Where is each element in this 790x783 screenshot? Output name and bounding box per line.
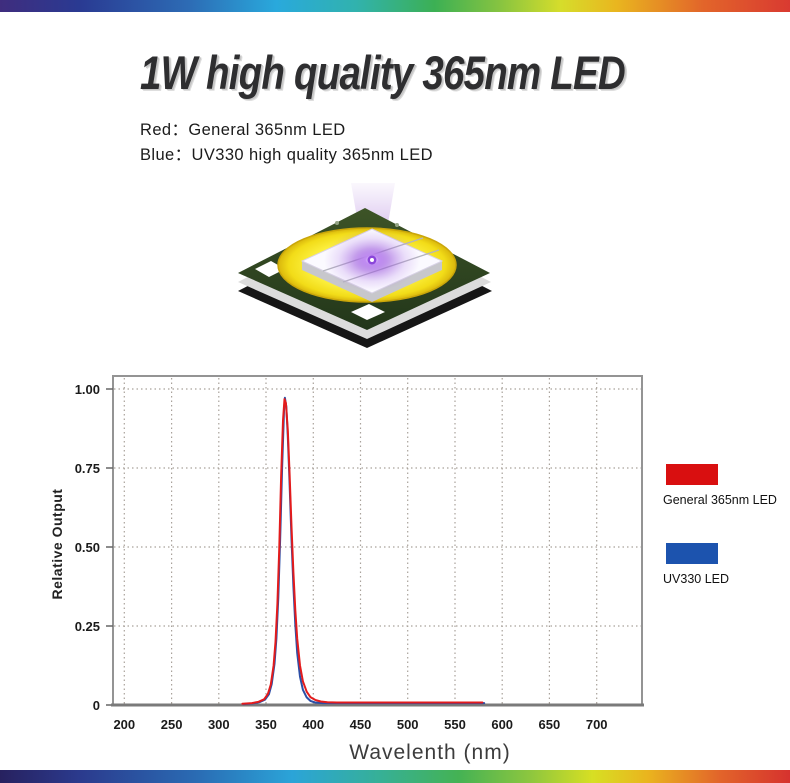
legend-swatch-uv330-blue bbox=[666, 543, 718, 564]
svg-text:0.25: 0.25 bbox=[75, 619, 100, 634]
subtitle-blue-line: Blue：UV330 high quality 365nm LED bbox=[140, 146, 433, 164]
corner-pad-bottom bbox=[351, 304, 385, 320]
svg-text:450: 450 bbox=[350, 717, 372, 732]
svg-text:Relative Output: Relative Output bbox=[49, 489, 65, 600]
svg-text:600: 600 bbox=[491, 717, 513, 732]
svg-text:550: 550 bbox=[444, 717, 466, 732]
svg-text:0.75: 0.75 bbox=[75, 461, 100, 476]
svg-text:Wavelenth (nm): Wavelenth (nm) bbox=[349, 741, 510, 764]
legend-label-general: General 365nm LED bbox=[663, 493, 777, 507]
svg-text:650: 650 bbox=[539, 717, 561, 732]
spectrum-chart: 200 250 300 350 400 450 500 550 600 650 700 1.00 0.7… bbox=[0, 360, 790, 770]
legend-swatch-general-red bbox=[666, 464, 718, 485]
svg-text:1.00: 1.00 bbox=[75, 382, 100, 397]
top-rainbow-bar bbox=[0, 0, 790, 12]
bottom-rainbow-bar bbox=[0, 770, 790, 783]
chart-legend: General 365nm LED UV330 LED bbox=[663, 464, 788, 586]
svg-text:500: 500 bbox=[397, 717, 419, 732]
page-title: 1W high quality 365nm LED bbox=[140, 46, 626, 99]
uv-emitter-core bbox=[370, 258, 374, 262]
uv-led-chip-illustration bbox=[238, 183, 492, 348]
svg-text:700: 700 bbox=[586, 717, 608, 732]
subtitle-red-line: Red：General 365nm LED bbox=[140, 121, 346, 139]
svg-text:250: 250 bbox=[161, 717, 183, 732]
subtitle-block: Red：General 365nm LED Blue：UV330 high qu… bbox=[140, 118, 433, 168]
svg-text:0: 0 bbox=[93, 698, 100, 713]
svg-text:200: 200 bbox=[113, 717, 135, 732]
legend-item-uv330: UV330 LED bbox=[663, 543, 788, 586]
svg-text:350: 350 bbox=[255, 717, 277, 732]
legend-item-general: General 365nm LED bbox=[663, 464, 788, 507]
spectrum-chart-svg: 200 250 300 350 400 450 500 550 600 650 700 1.00 0.7… bbox=[49, 375, 644, 764]
die-side-face bbox=[302, 261, 442, 302]
svg-text:400: 400 bbox=[302, 717, 324, 732]
board-mark-2 bbox=[395, 223, 399, 227]
svg-text:300: 300 bbox=[208, 717, 230, 732]
svg-text:0.50: 0.50 bbox=[75, 540, 100, 555]
board-mark-1 bbox=[335, 221, 339, 225]
legend-label-uv330: UV330 LED bbox=[663, 572, 730, 586]
